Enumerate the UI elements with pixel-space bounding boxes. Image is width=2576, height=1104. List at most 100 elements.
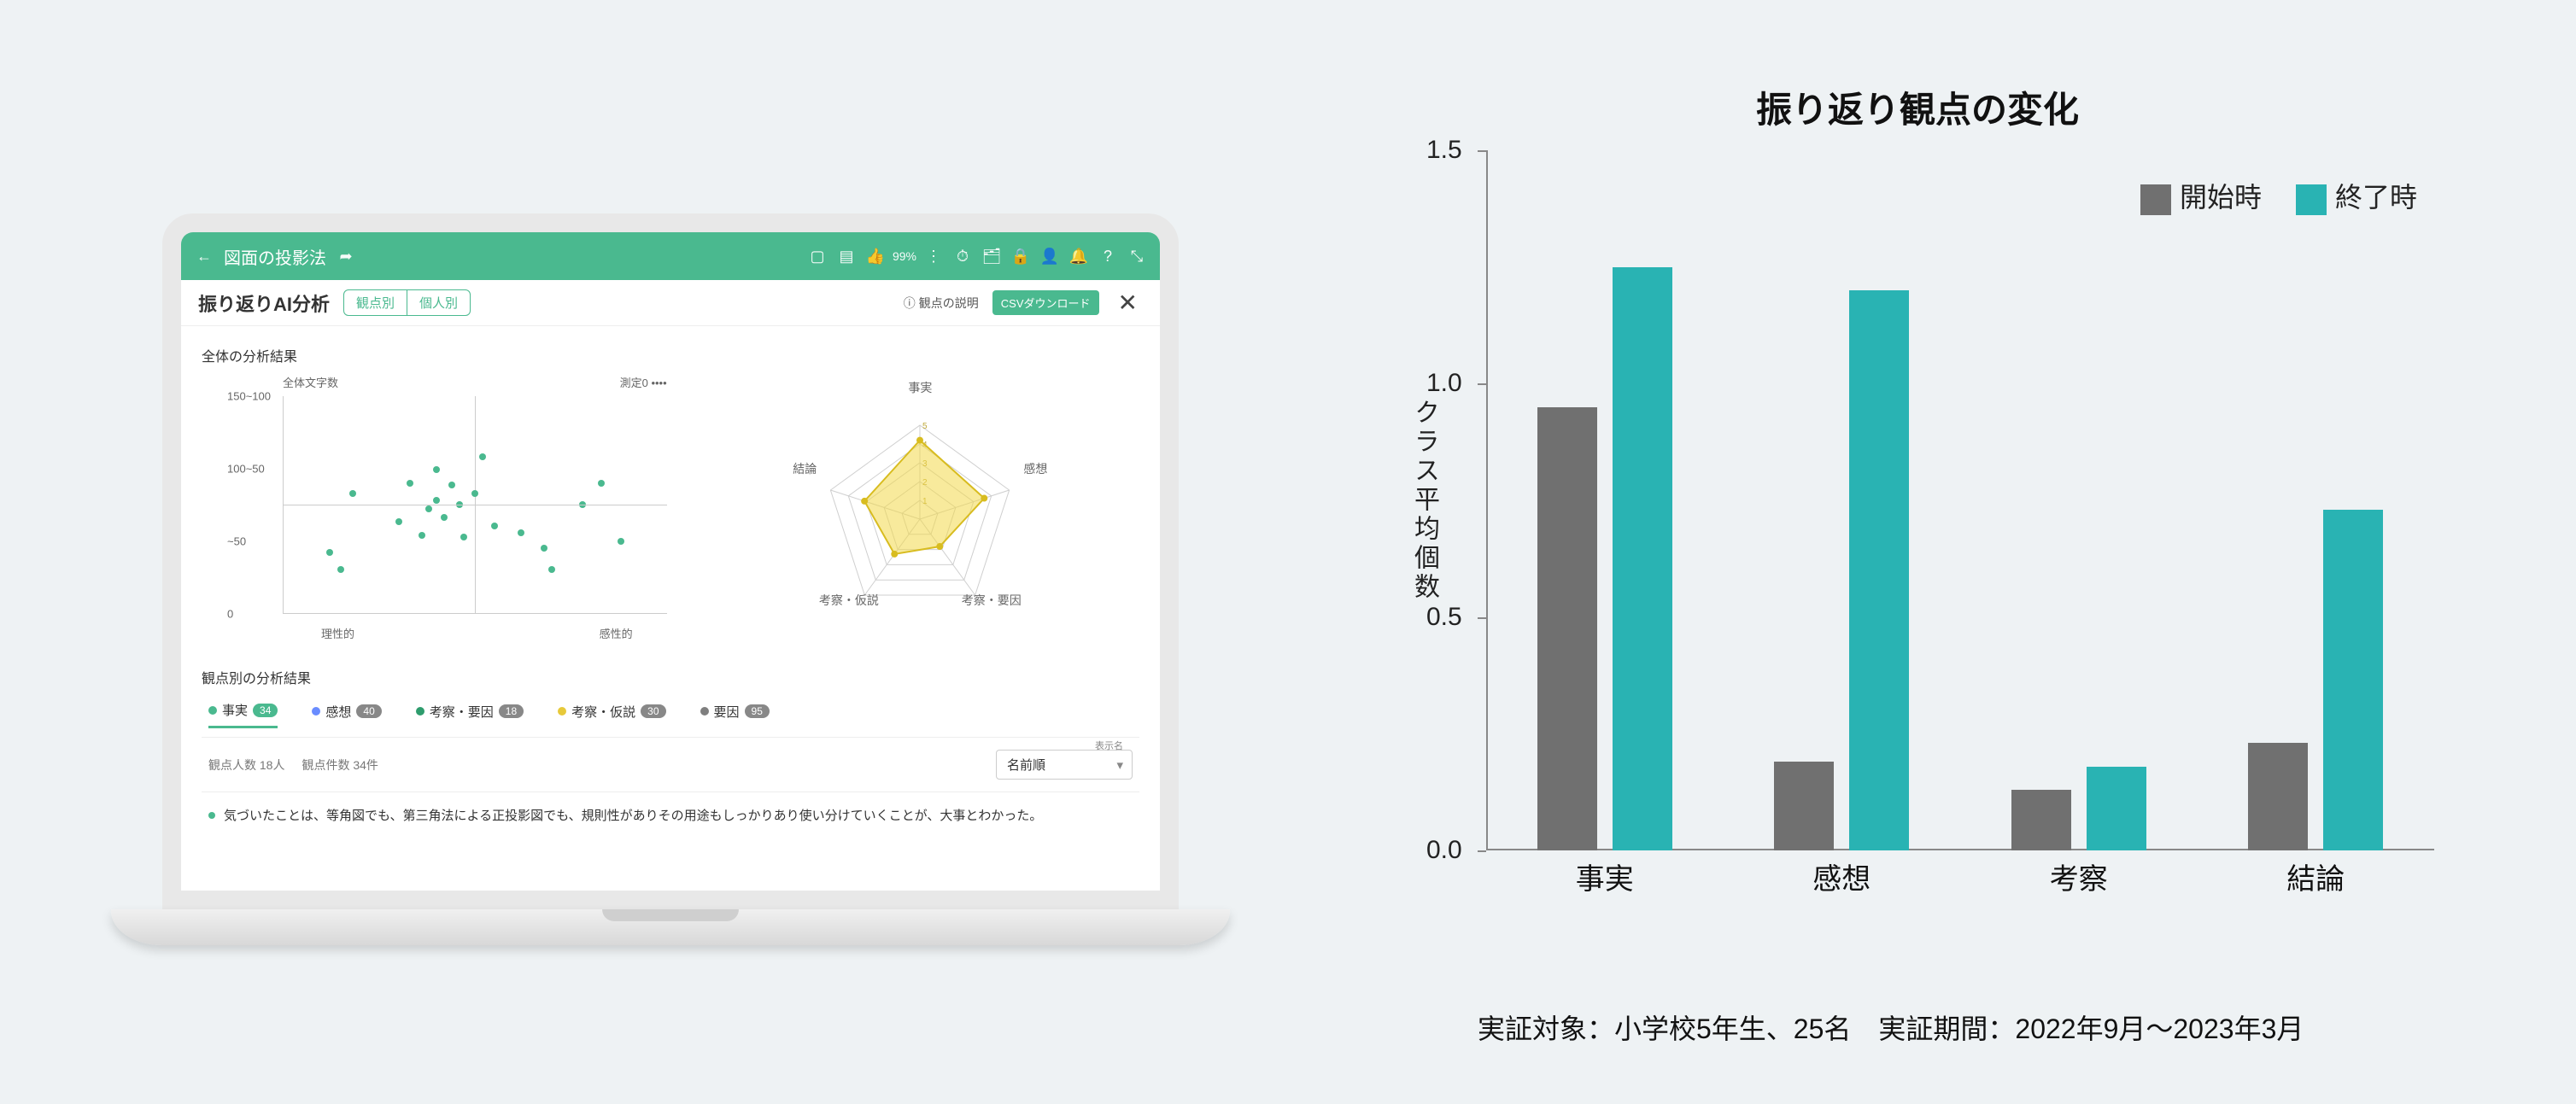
tab-item[interactable]: 事実34 bbox=[208, 701, 278, 728]
view-segment[interactable]: 観点別 個人別 bbox=[343, 289, 471, 316]
scatter-point bbox=[541, 545, 547, 552]
tab-label: 感想 bbox=[325, 703, 351, 721]
back-arrow-icon[interactable]: ← bbox=[195, 247, 214, 266]
radar-axis-label: 感想 bbox=[1023, 460, 1047, 477]
tab-badge: 95 bbox=[745, 704, 770, 718]
scatter-point bbox=[419, 532, 425, 539]
radar-axis-label: 考察・仮説 bbox=[819, 592, 879, 609]
segment-by-person[interactable]: 個人別 bbox=[407, 290, 470, 315]
meta-items: 観点件数 34件 bbox=[302, 756, 378, 774]
by-point-panel: 観点別の分析結果 事実34 感想 40 考察・要因 18 考察・仮説 30 要因95 観点人数… bbox=[181, 667, 1160, 850]
lock-icon[interactable]: 🔒 bbox=[1011, 247, 1030, 266]
scatter-series-label: 測定0 •••• bbox=[620, 374, 667, 390]
bar bbox=[2323, 510, 2383, 850]
legend-swatch bbox=[2140, 184, 2171, 215]
tab-badge: 30 bbox=[641, 704, 665, 718]
scatter-point bbox=[433, 497, 440, 504]
tab-item[interactable]: 感想 40 bbox=[312, 703, 381, 727]
chat-icon[interactable]: ▤ bbox=[837, 247, 856, 266]
bar bbox=[1613, 267, 1672, 850]
bar bbox=[2248, 743, 2308, 850]
share-icon[interactable]: ➦ bbox=[337, 247, 355, 266]
x-category-label: 考察 bbox=[2050, 856, 2108, 897]
bar bbox=[1774, 762, 1834, 850]
scatter-x-left: 理性的 bbox=[321, 625, 354, 641]
caption: 実証対象：小学校5年生、25名 実証期間：2022年9月〜2023年3月 bbox=[1478, 1008, 2304, 1047]
y-tick-label: 1.5 bbox=[1426, 136, 1462, 165]
user-icon[interactable]: 👤 bbox=[1040, 247, 1059, 266]
note-row: 気づいたことは、等角図でも、第三角法による正投影図でも、規則性がありその用途もし… bbox=[202, 791, 1139, 838]
tab-label: 考察・要因 bbox=[430, 703, 494, 721]
scatter-point bbox=[618, 538, 624, 545]
y-axis-label: クラス平均個数 bbox=[1405, 399, 1443, 602]
close-icon[interactable]: ✕ bbox=[1113, 289, 1143, 317]
tabs-row: 事実34 感想 40 考察・要因 18 考察・仮説 30 要因95 bbox=[202, 692, 1139, 738]
laptop-mockup: ← 図面の投影法 ➦ ▢ ▤ 👍 99% ⋮ ⏱ 🗂 🔒 👤 🔔 ? ⤡ 振り返… bbox=[162, 213, 1179, 945]
tab-dot-icon bbox=[312, 707, 320, 716]
by-point-title: 観点別の分析結果 bbox=[202, 667, 1139, 687]
bell-icon[interactable]: 🔔 bbox=[1069, 247, 1088, 266]
scatter-point bbox=[326, 549, 333, 556]
scatter-point bbox=[448, 482, 455, 488]
bar bbox=[2087, 767, 2146, 850]
sort-select[interactable]: 表示名 名前順 bbox=[996, 750, 1133, 780]
percent-icon[interactable]: 99% bbox=[895, 247, 914, 266]
class-icon[interactable]: 🗂 bbox=[982, 247, 1001, 266]
scatter-point bbox=[491, 523, 498, 529]
scatter-x-right: 感性的 bbox=[600, 625, 633, 641]
scatter-y-tick: 100~50 bbox=[227, 463, 265, 476]
help-icon[interactable]: ? bbox=[1098, 247, 1117, 266]
bullet-icon bbox=[208, 812, 215, 819]
tab-badge: 40 bbox=[356, 704, 381, 718]
tab-label: 事実 bbox=[222, 701, 248, 719]
y-tick bbox=[1478, 617, 1486, 619]
legend-item: 終了時 bbox=[2296, 176, 2417, 215]
scatter-point bbox=[425, 505, 432, 512]
help-link[interactable]: ⓘ 観点の説明 bbox=[904, 295, 979, 312]
svg-text:5: 5 bbox=[922, 422, 928, 431]
legend-label: 終了時 bbox=[2335, 182, 2417, 213]
tab-label: 考察・仮説 bbox=[571, 703, 635, 721]
presentation-icon[interactable]: ▢ bbox=[808, 247, 827, 266]
overall-title: 全体の分析結果 bbox=[202, 345, 1139, 365]
radar-chart: 12345 事実感想考察・要因考察・仮説結論 bbox=[701, 371, 1139, 648]
page-title: 振り返りAI分析 bbox=[198, 289, 330, 317]
tab-item[interactable]: 考察・要因 18 bbox=[416, 703, 524, 727]
timer-icon[interactable]: ⏱ bbox=[953, 247, 972, 266]
laptop-notch bbox=[602, 909, 739, 921]
scatter-point bbox=[598, 480, 605, 487]
scatter-y-tick: 0 bbox=[227, 608, 233, 621]
legend-label: 開始時 bbox=[2180, 182, 2262, 213]
tab-badge: 18 bbox=[499, 704, 524, 718]
info-icon: ⓘ bbox=[904, 295, 916, 312]
tab-dot-icon bbox=[700, 707, 709, 716]
more-icon[interactable]: ⋮ bbox=[924, 247, 943, 266]
collapse-icon[interactable]: ⤡ bbox=[1127, 247, 1146, 266]
y-tick bbox=[1478, 150, 1486, 152]
scatter-point bbox=[395, 518, 402, 525]
tab-item[interactable]: 考察・仮説 30 bbox=[558, 703, 665, 727]
segment-by-point[interactable]: 観点別 bbox=[344, 290, 407, 315]
app-title: 図面の投影法 bbox=[224, 244, 326, 269]
select-value: 名前順 bbox=[1007, 758, 1045, 773]
x-category-label: 結論 bbox=[2286, 856, 2345, 897]
tab-dot-icon bbox=[416, 707, 424, 716]
note-text: 気づいたことは、等角図でも、第三角法による正投影図でも、規則性がありその用途もし… bbox=[224, 806, 1042, 824]
thumbs-up-icon[interactable]: 👍 bbox=[866, 247, 885, 266]
y-tick bbox=[1478, 383, 1486, 385]
legend: 開始時 終了時 bbox=[2140, 176, 2417, 215]
select-label: 表示名 bbox=[1095, 739, 1123, 752]
scatter-y-title: 全体文字数 bbox=[283, 374, 338, 390]
bar bbox=[1537, 407, 1597, 850]
scatter-chart: 全体文字数 測定0 •••• 150~100100~50~500 理性的 感性的 bbox=[202, 371, 684, 648]
y-tick-label: 1.0 bbox=[1426, 369, 1462, 398]
scatter-point bbox=[433, 466, 440, 473]
meta-people: 観点人数 18人 bbox=[208, 756, 284, 774]
tab-dot-icon bbox=[558, 707, 566, 716]
scatter-point bbox=[579, 501, 586, 508]
y-tick-label: 0.0 bbox=[1426, 836, 1462, 865]
bar-chart-plot: クラス平均個数 開始時終了時 0.00.51.01.5事実感想考察結論 bbox=[1486, 150, 2434, 850]
app-header: ← 図面の投影法 ➦ ▢ ▤ 👍 99% ⋮ ⏱ 🗂 🔒 👤 🔔 ? ⤡ bbox=[181, 232, 1160, 280]
csv-download-button[interactable]: CSVダウンロード bbox=[992, 290, 1099, 315]
tab-item[interactable]: 要因95 bbox=[700, 703, 770, 727]
